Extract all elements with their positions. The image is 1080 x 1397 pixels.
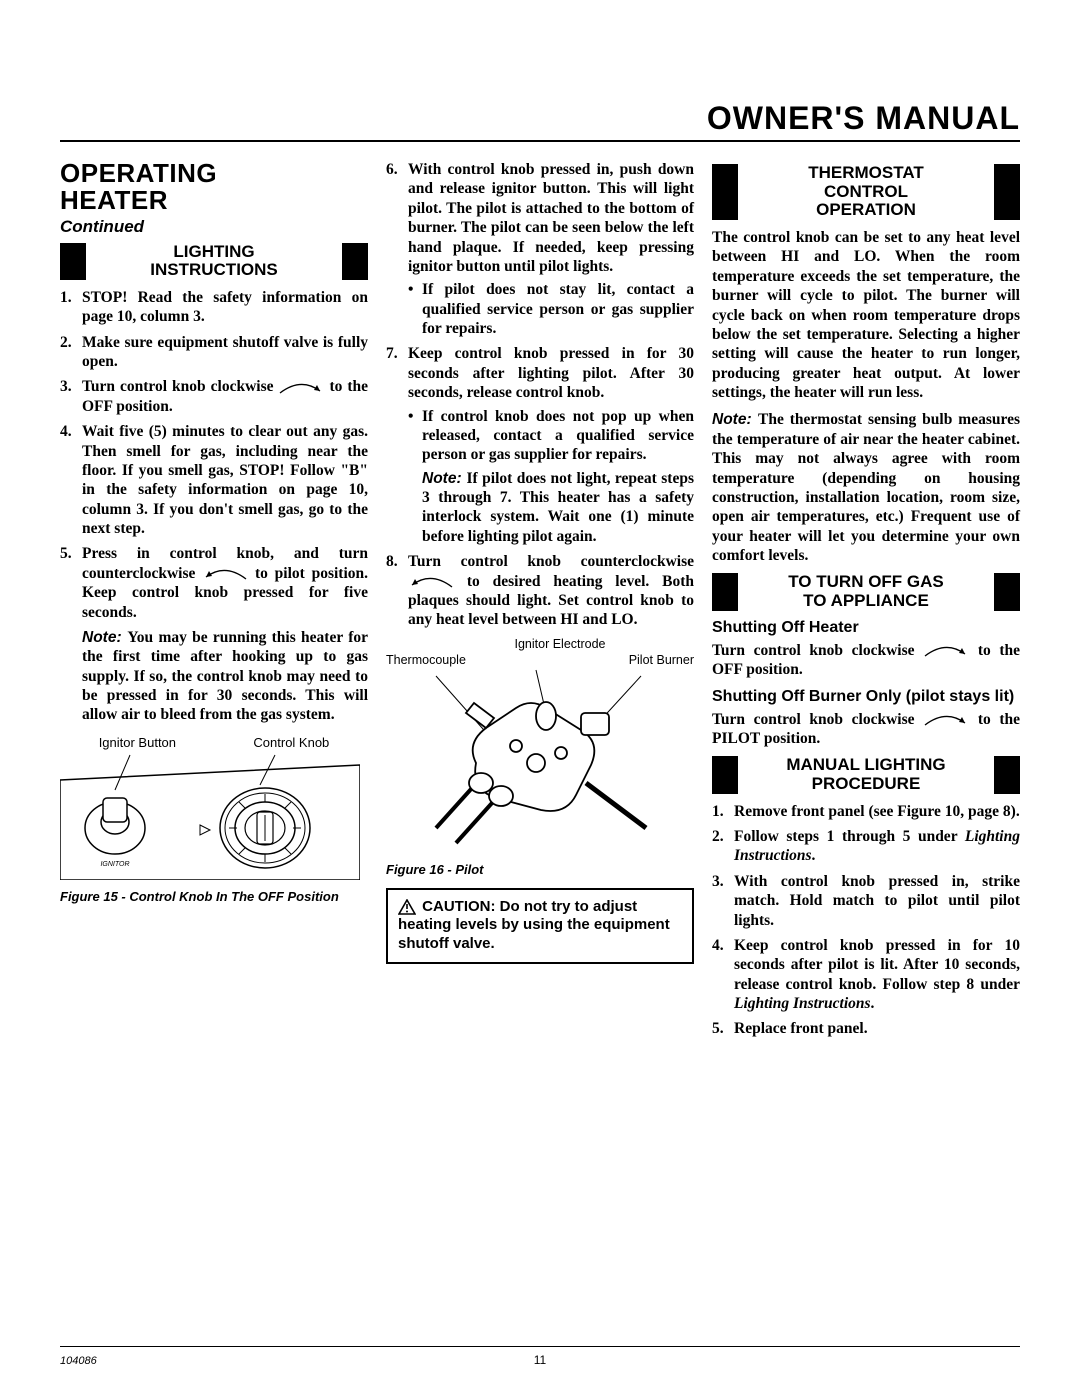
ml-step-2-text: Follow steps 1 through 5 under [734,828,965,845]
step-6-bullet-1: If pilot does not stay lit, contact a qu… [408,280,694,338]
bar-block-left [712,573,738,610]
thermostat-control-title: THERMOSTAT CONTROL OPERATION [738,164,994,220]
bar-block-left [712,164,738,220]
column-1: OPERATINGHEATER Continued LIGHTING INSTR… [60,160,368,1045]
fig15-part-labels: Ignitor Button Control Knob [60,735,368,750]
thermostat-para: The control knob can be set to any heat … [712,228,1020,402]
turn-off-gas-title: TO TURN OFF GAS TO APPLIANCE [738,573,994,610]
ml-step-2-dot: . [812,847,816,864]
shutting-off-burner-heading: Shutting Off Burner Only (pilot stays li… [712,688,1020,706]
footer-rule [60,1346,1020,1347]
step-6-bullets: If pilot does not stay lit, contact a qu… [408,280,694,338]
caution-text: CAUTION: Do not try to adjust heating le… [398,898,670,953]
shut-heater-a: Turn control knob clockwise [712,642,915,659]
step-5: Press in control knob, and turn counterc… [60,544,368,724]
figure-15-svg: IGNITOR [60,750,360,880]
ml-step-3: With control knob pressed in, strike mat… [712,872,1020,930]
note-label: Note: [82,629,127,646]
column-2: With control knob pressed in, push down … [386,160,694,1045]
ml-step-4-text: Keep control knob pressed in for 10 seco… [734,937,1020,993]
step-7-note: Note: If pilot does not light, repeat st… [408,469,694,547]
step-5-note: Note: You may be running this heater for… [82,628,368,725]
step-6-text: With control knob pressed in, push down … [408,161,694,275]
ml-step-5: Replace front panel. [712,1019,1020,1038]
manual-lighting-steps: Remove front panel (see Figure 10, page … [712,802,1020,1039]
svg-text:IGNITOR: IGNITOR [100,861,129,868]
lighting-steps: STOP! Read the safety information on pag… [60,288,368,725]
ml-step-2: Follow steps 1 through 5 under Lighting … [712,827,1020,866]
lighting-instructions-bar: LIGHTING INSTRUCTIONS [60,243,368,280]
thermostat-note-text: The thermostat sensing bulb measures the… [712,411,1020,564]
fig15-ignitor-button-label: Ignitor Button [99,735,176,750]
step-8: Turn control knob counterclockwise to de… [386,552,694,630]
clockwise-arrow-icon [278,381,324,395]
bar-block-left [712,756,738,793]
step-6: With control knob pressed in, push down … [386,160,694,338]
thermostat-note: Note: The thermostat sensing bulb measur… [712,410,1020,565]
step-7-text: Keep control knob pressed in for 30 seco… [408,345,694,401]
turn-off-gas-bar: TO TURN OFF GAS TO APPLIANCE [712,573,1020,610]
step-8-text-a: Turn control knob counterclockwise [408,553,694,570]
shutting-off-burner-text: Turn control knob clockwise to the PILOT… [712,710,1020,749]
step-3-text-a: Turn control knob clockwise [82,378,274,395]
continued-label: Continued [60,217,368,237]
figure-15: Ignitor Button Control Knob IGNITOR [60,735,368,905]
fig16-ignitor-electrode-label: Ignitor Electrode [386,636,694,652]
note-label: Note: [422,470,467,487]
operating-heater-heading: OPERATINGHEATER [60,160,368,215]
step-3: Turn control knob clockwise to the OFF p… [60,377,368,416]
bar-block-left [60,243,86,280]
shutting-off-heater-heading: Shutting Off Heater [712,619,1020,637]
ml-step-4-ital: Lighting Instructions [734,995,871,1012]
fig15-control-knob-label: Control Knob [253,735,329,750]
content-columns: OPERATINGHEATER Continued LIGHTING INSTR… [60,160,1020,1045]
header-rule [60,140,1020,142]
bar-block-right [994,573,1020,610]
clockwise-arrow-icon [923,713,969,727]
ml-step-1: Remove front panel (see Figure 10, page … [712,802,1020,821]
lighting-steps-continued: With control knob pressed in, push down … [386,160,694,630]
bar-block-right [994,756,1020,793]
counterclockwise-arrow-icon [202,567,248,581]
ml-step-4: Keep control knob pressed in for 10 seco… [712,936,1020,1014]
step-2: Make sure equipment shutoff valve is ful… [60,333,368,372]
fig16-labels: Ignitor Electrode Thermocouple Pilot Bur… [386,636,694,669]
manual-lighting-title: MANUAL LIGHTING PROCEDURE [738,756,994,793]
column-3: THERMOSTAT CONTROL OPERATION The control… [712,160,1020,1045]
figure-16-caption: Figure 16 - Pilot [386,862,694,878]
bar-block-right [994,164,1020,220]
step-4: Wait five (5) minutes to clear out any g… [60,422,368,538]
caution-box: CAUTION: Do not try to adjust heating le… [386,888,694,964]
step-7-bullets: If control knob does not pop up when rel… [408,407,694,465]
fig16-thermocouple-label: Thermocouple [386,652,466,668]
figure-16-svg [386,668,686,853]
clockwise-arrow-icon [923,644,969,658]
bar-block-right [342,243,368,280]
warning-triangle-icon [398,899,416,915]
shutting-off-heater-text: Turn control knob clockwise to the OFF p… [712,641,1020,680]
footer-page-number: 11 [0,1353,1080,1367]
note-label: Note: [712,411,758,428]
fig16-pilot-burner-label: Pilot Burner [629,652,694,668]
step-7: Keep control knob pressed in for 30 seco… [386,344,694,546]
step-7-bullet-1: If control knob does not pop up when rel… [408,407,694,465]
manual-lighting-bar: MANUAL LIGHTING PROCEDURE [712,756,1020,793]
step-1: STOP! Read the safety information on pag… [60,288,368,327]
ml-step-4-dot: . [871,995,875,1012]
counterclockwise-arrow-icon [408,575,454,589]
figure-15-caption: Figure 15 - Control Knob In The OFF Posi… [60,889,368,905]
page-header-title: OWNER'S MANUAL [707,100,1020,137]
lighting-instructions-title: LIGHTING INSTRUCTIONS [86,243,342,280]
shut-burner-a: Turn control knob clockwise [712,711,915,728]
thermostat-control-bar: THERMOSTAT CONTROL OPERATION [712,164,1020,220]
